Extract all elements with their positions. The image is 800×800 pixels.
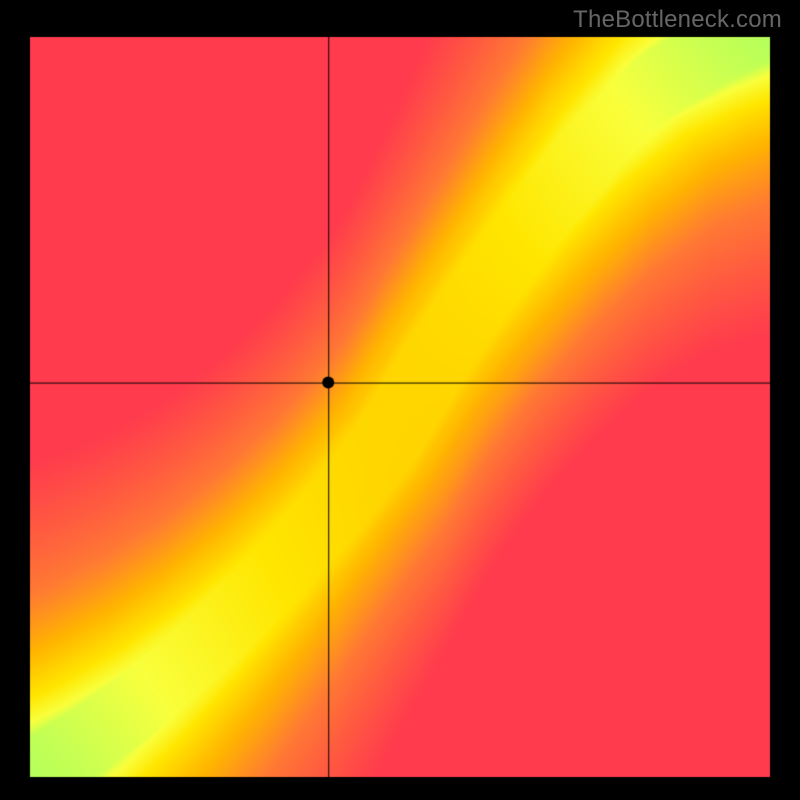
heatmap-canvas [0, 0, 800, 800]
chart-container: TheBottleneck.com [0, 0, 800, 800]
watermark-text: TheBottleneck.com [573, 6, 782, 34]
